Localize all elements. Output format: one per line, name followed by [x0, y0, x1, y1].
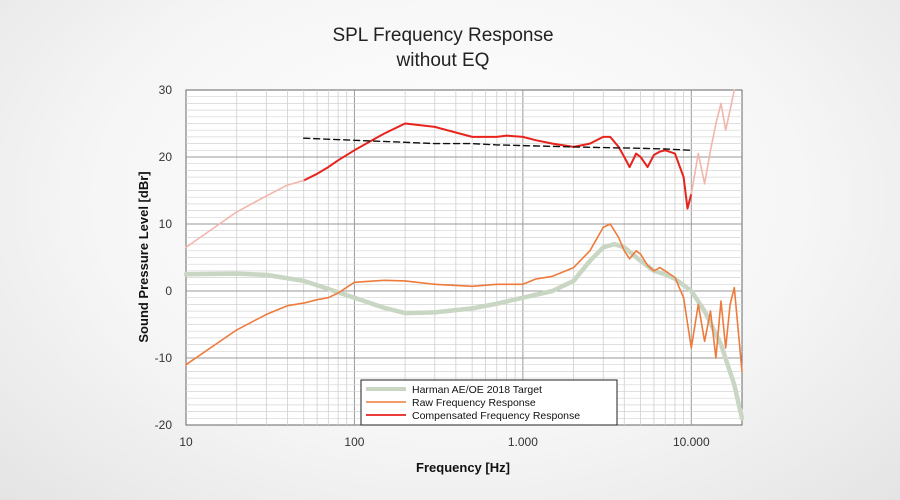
chart-title-line-2: without EQ	[396, 50, 490, 71]
legend-label-target: Harman AE/OE 2018 Target	[412, 384, 542, 396]
y-tick-label: 10	[159, 217, 173, 231]
y-tick-label: 20	[159, 150, 173, 164]
legend-label-compensated: Compensated Frequency Response	[412, 410, 580, 422]
chart-title-line-1: SPL Frequency Response	[332, 25, 553, 46]
y-tick-label: 30	[159, 83, 173, 97]
grid-lines	[186, 90, 742, 425]
y-tick-label: 0	[165, 284, 172, 298]
x-tick-label: 1.000	[508, 435, 538, 449]
x-tick-label: 100	[344, 435, 364, 449]
series-compensated-frequency-response	[302, 122, 693, 210]
x-axis-label: Frequency [Hz]	[416, 460, 510, 475]
y-tick-label: -20	[155, 418, 173, 432]
x-tick-label: 10.000	[673, 435, 710, 449]
x-tick-labels: 10 100 1.000 10.000	[179, 435, 710, 449]
series-dashed-target-reference	[303, 137, 692, 151]
series-harman-ae-oe-2018-target	[183, 241, 745, 421]
series-compensated-extension-faded	[185, 179, 305, 249]
x-tick-label: 10	[179, 435, 193, 449]
series-raw-frequency-response	[185, 223, 743, 373]
y-tick-labels: 30 20 10 0 -10 -20	[155, 83, 173, 432]
series-compensated-extension-high-faded	[690, 89, 736, 195]
legend-label-raw: Raw Frequency Response	[412, 397, 536, 409]
y-axis-label: Sound Pressure Level [dBr]	[136, 171, 151, 342]
series-layer	[183, 89, 745, 421]
legend: Harman AE/OE 2018 Target Raw Frequency R…	[360, 379, 618, 426]
y-tick-label: -10	[155, 351, 173, 365]
